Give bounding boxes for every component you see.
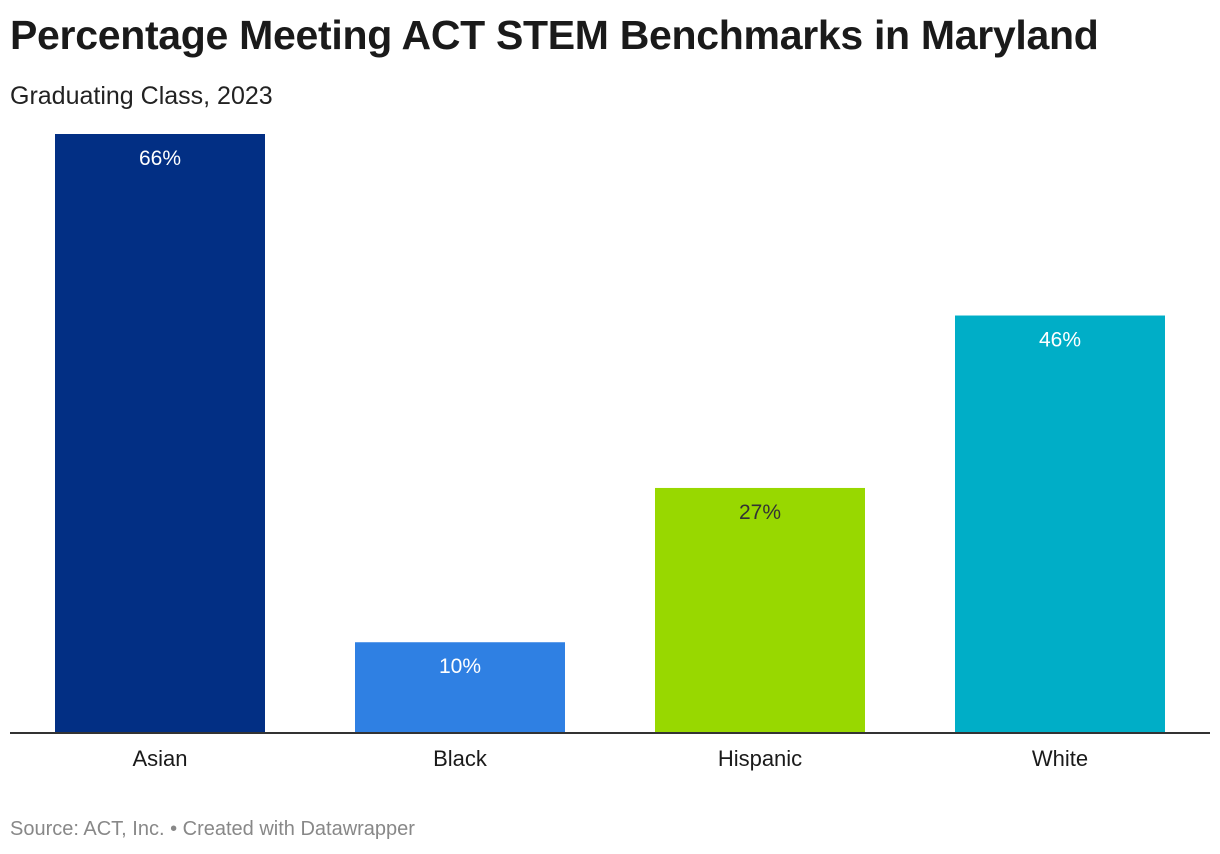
bar-black — [355, 642, 565, 733]
source-note: Source: ACT, Inc. • Created with Datawra… — [10, 818, 415, 840]
value-label-black: 10% — [439, 655, 481, 678]
bar-asian — [55, 134, 265, 733]
x-axis-tick-labels: Asian Black Hispanic White — [132, 746, 1088, 771]
bar-white — [955, 315, 1165, 733]
bar-hispanic — [655, 487, 865, 733]
x-tick-label-white: White — [1032, 746, 1088, 771]
value-label-white: 46% — [1039, 329, 1081, 352]
value-label-hispanic: 27% — [739, 501, 781, 524]
x-tick-label-hispanic: Hispanic — [718, 746, 802, 771]
value-label-asian: 66% — [139, 147, 181, 170]
bar-series: 66% 10% 27% 46% — [55, 134, 1165, 733]
x-tick-label-black: Black — [433, 746, 488, 771]
x-tick-label-asian: Asian — [132, 746, 187, 771]
chart-title: Percentage Meeting ACT STEM Benchmarks i… — [10, 12, 1099, 58]
chart-subtitle: Graduating Class, 2023 — [10, 82, 273, 110]
